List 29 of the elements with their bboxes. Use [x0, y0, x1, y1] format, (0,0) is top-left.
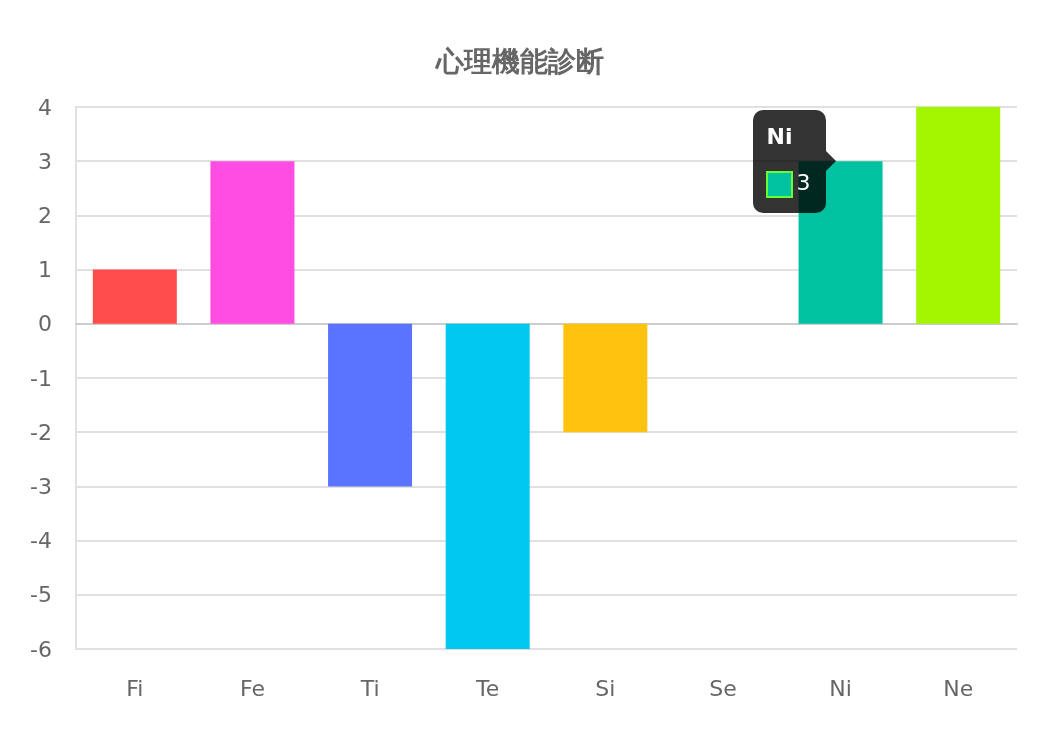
y-tick-label: 4 [38, 94, 52, 120]
x-tick-label: Ni [829, 675, 852, 701]
data-label: 3 [796, 170, 811, 197]
bar [916, 107, 1001, 324]
y-tick-label: 2 [38, 202, 52, 228]
x-tick-label: Fi [126, 675, 144, 701]
annotation: Ni [766, 124, 793, 151]
bar [798, 161, 883, 324]
bar [92, 269, 177, 324]
chart-title: 心理機能診断 [434, 44, 604, 78]
bar [210, 161, 295, 324]
bar [563, 323, 648, 433]
bar [445, 323, 530, 649]
x-tick-label: Te [475, 675, 500, 701]
x-tick-label: Si [595, 675, 616, 701]
y-tick-label: -5 [30, 582, 52, 608]
x-tick-label: Se [709, 675, 737, 701]
bar [328, 323, 413, 487]
y-tick-label: 1 [38, 257, 52, 283]
y-tick-label: -3 [30, 473, 52, 499]
y-tick-label: -1 [30, 365, 52, 391]
x-tick-label: Ti [359, 675, 380, 701]
x-tick-label: Fe [239, 675, 265, 701]
y-tick-label: 0 [38, 311, 52, 337]
y-tick-label: -4 [30, 528, 52, 554]
y-tick-label: -2 [30, 419, 52, 445]
y-tick-label: -6 [30, 636, 52, 662]
x-tick-label: Ne [943, 675, 974, 701]
y-tick-label: 3 [38, 148, 52, 174]
